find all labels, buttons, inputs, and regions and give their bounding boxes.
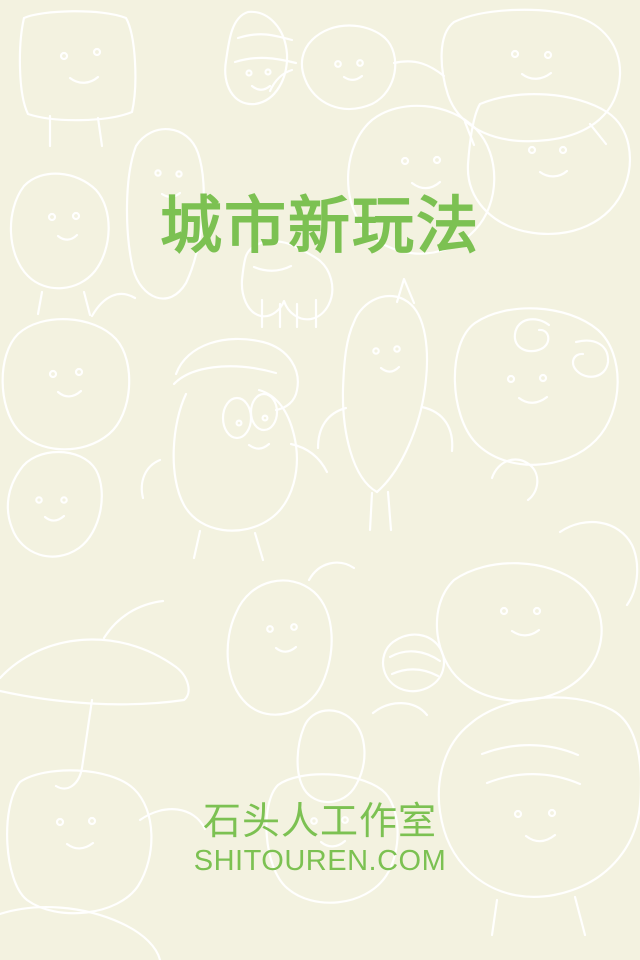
studio-url: SHITOUREN.COM: [193, 845, 447, 877]
splash-title: 城市新玩法: [159, 189, 480, 262]
studio-name: 石头人工作室: [202, 799, 437, 843]
studio-brand: 石头人工作室 SHITOUREN.COM: [0, 798, 640, 878]
